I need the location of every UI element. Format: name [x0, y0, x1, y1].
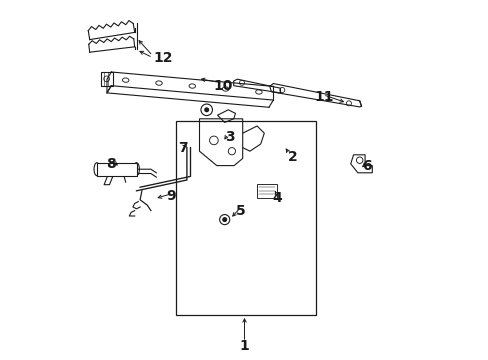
Text: 7: 7	[178, 141, 188, 154]
Text: 2: 2	[287, 150, 297, 163]
Text: 4: 4	[271, 191, 281, 205]
Circle shape	[204, 108, 208, 112]
Text: 6: 6	[361, 159, 371, 172]
Bar	[97, 163, 136, 176]
Text: 9: 9	[165, 189, 175, 203]
Bar	[176, 121, 316, 315]
Circle shape	[223, 218, 226, 221]
Text: 11: 11	[313, 90, 333, 104]
Text: 3: 3	[225, 130, 234, 144]
Text: 8: 8	[106, 157, 116, 171]
Bar	[257, 184, 276, 198]
Text: 10: 10	[213, 80, 232, 93]
Text: 12: 12	[153, 51, 173, 64]
Text: 1: 1	[239, 339, 249, 352]
Text: 5: 5	[236, 204, 245, 217]
